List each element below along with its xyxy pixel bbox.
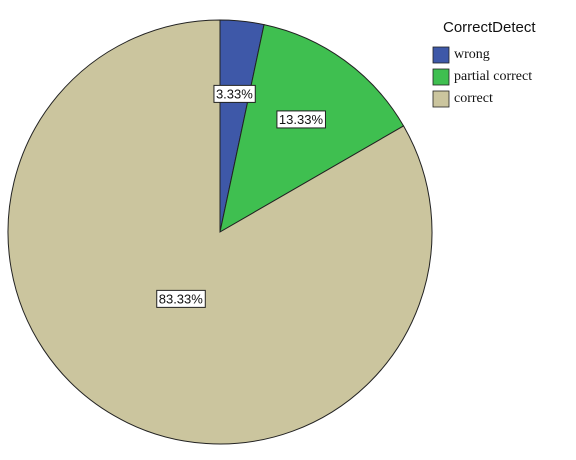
legend-label: wrong: [454, 47, 490, 62]
data-label-box: [276, 110, 326, 129]
data-label-box: [213, 84, 256, 103]
legend-swatch: [432, 90, 450, 108]
data-label: 3.33%: [216, 86, 253, 101]
pie-slice: [7, 19, 433, 445]
data-label: 13.33%: [279, 112, 324, 127]
data-label: 83.33%: [159, 291, 204, 306]
legend-title: CorrectDetect: [443, 19, 536, 36]
data-label-group: 83.33%: [156, 289, 206, 308]
data-label-group: 13.33%: [276, 110, 326, 129]
legend-label: correct: [454, 91, 493, 106]
legend-swatch: [432, 46, 450, 64]
data-label-group: 3.33%: [213, 84, 256, 103]
legend-swatch: [432, 68, 450, 86]
data-label-box: [156, 289, 206, 308]
legend-label: partial correct: [454, 69, 532, 84]
